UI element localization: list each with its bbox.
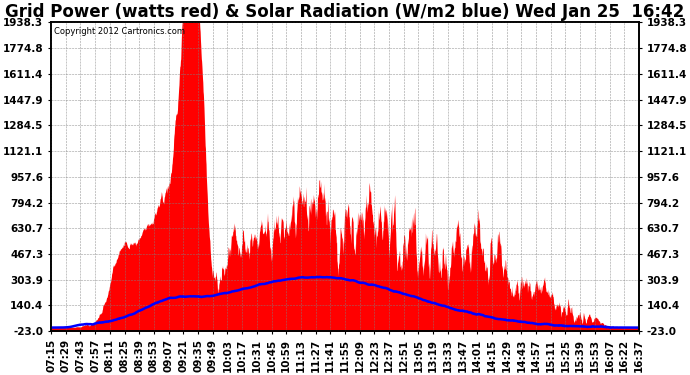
- Title: Grid Power (watts red) & Solar Radiation (W/m2 blue) Wed Jan 25  16:42: Grid Power (watts red) & Solar Radiation…: [6, 3, 684, 21]
- Text: Copyright 2012 Cartronics.com: Copyright 2012 Cartronics.com: [54, 27, 185, 36]
